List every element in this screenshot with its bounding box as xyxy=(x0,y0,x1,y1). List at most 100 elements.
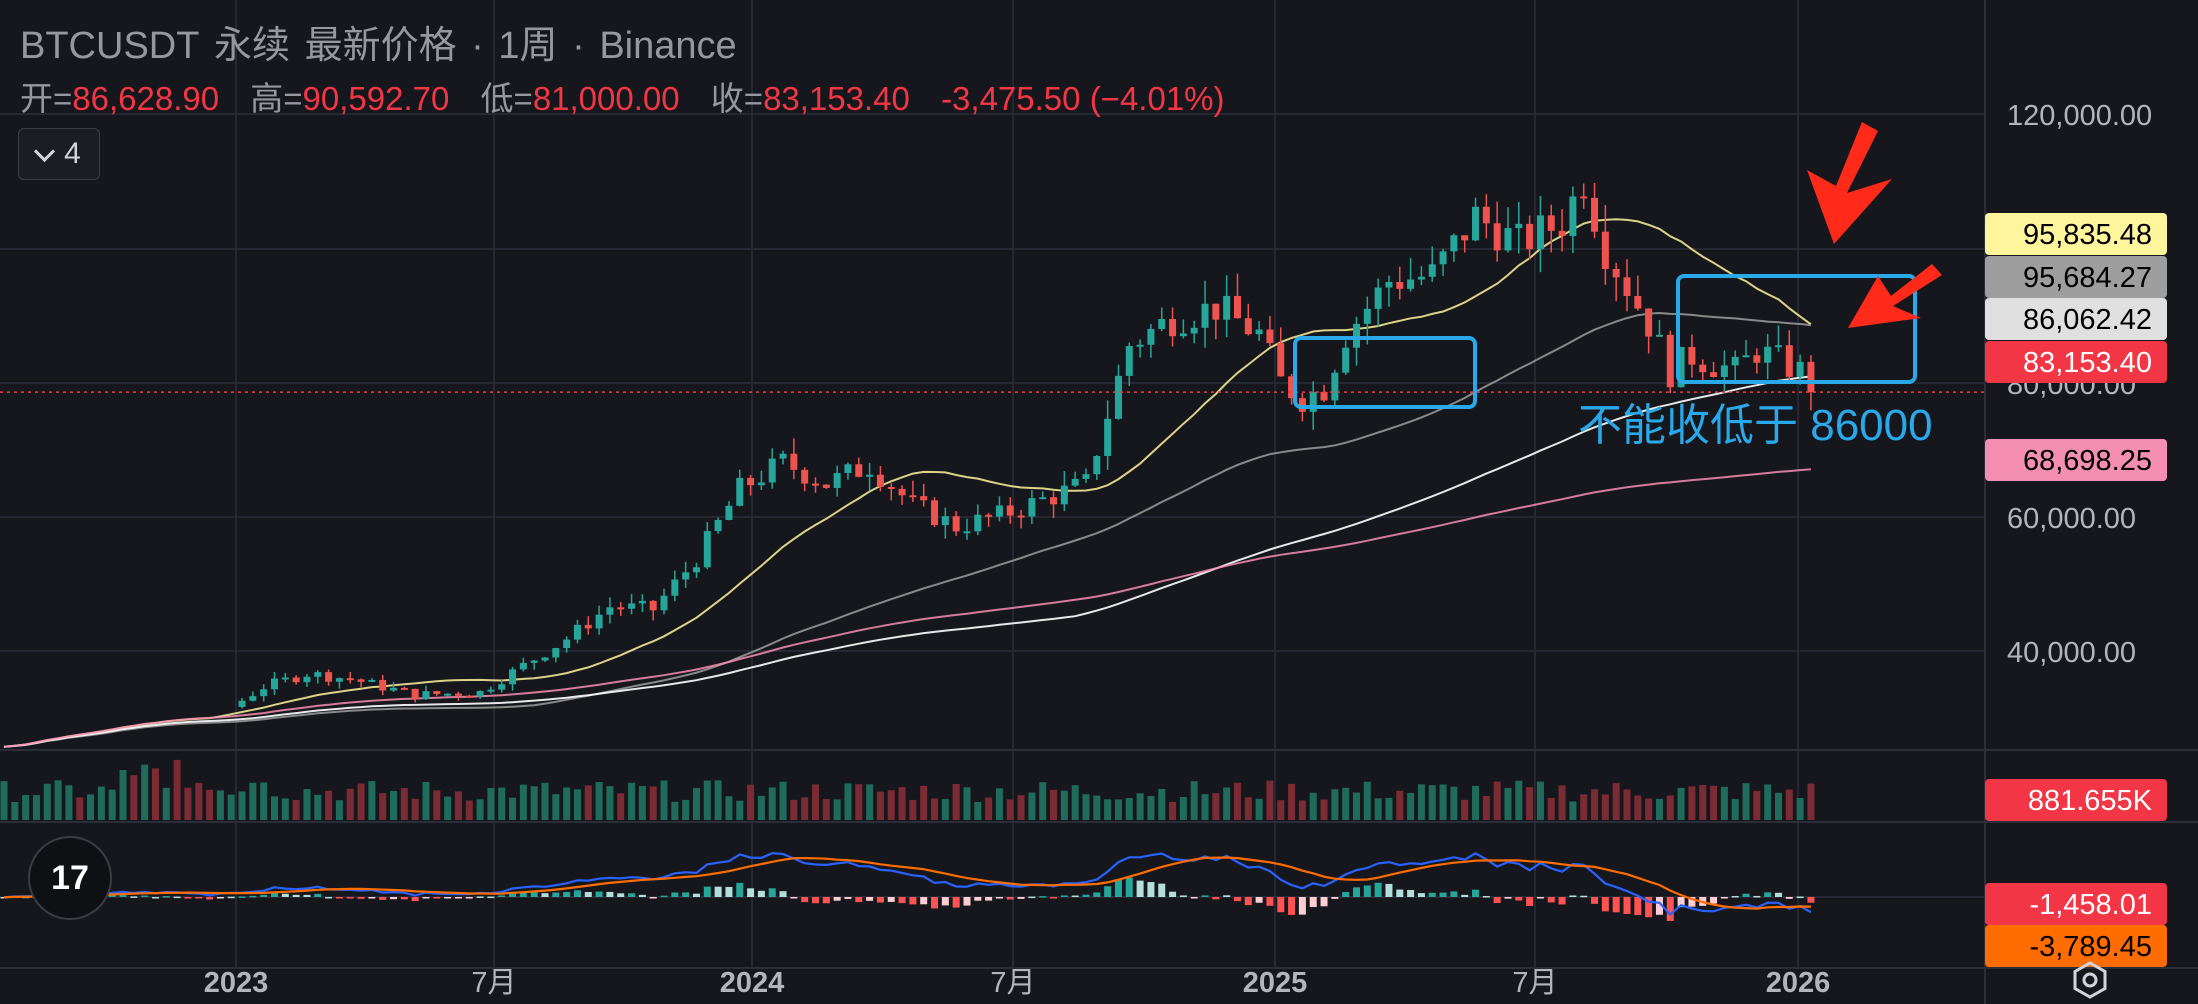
candle-body xyxy=(1298,398,1306,412)
volume-bar xyxy=(1472,785,1480,820)
macd-histogram-bar xyxy=(1493,897,1501,904)
volume-bar xyxy=(595,782,603,820)
candle-body xyxy=(325,672,333,682)
candle-body xyxy=(1114,375,1122,419)
volume-bar xyxy=(1060,790,1068,820)
candle-body xyxy=(1526,223,1534,250)
candle-body xyxy=(1710,372,1718,377)
candle-body xyxy=(617,607,625,610)
volume-bar xyxy=(1742,783,1750,820)
candle-body xyxy=(281,677,289,680)
candle-body xyxy=(1039,497,1047,500)
candle-body xyxy=(238,700,246,707)
macd-histogram-bar xyxy=(1753,895,1761,898)
macd-histogram-bar xyxy=(249,895,257,898)
macd-histogram-bar xyxy=(779,891,787,897)
macd-histogram-bar xyxy=(390,897,398,900)
tradingview-logo[interactable]: 17 xyxy=(28,836,112,920)
volume-bar xyxy=(400,788,408,820)
change-percent: (−4.01%) xyxy=(1089,80,1225,117)
volume-bar xyxy=(1363,781,1371,820)
price-tag-label: 95,684.27 xyxy=(2023,262,2152,294)
volume-bar xyxy=(260,782,268,820)
candle-body xyxy=(1645,308,1653,337)
macd-histogram-bar xyxy=(866,897,874,901)
macd-histogram-bar xyxy=(292,894,300,897)
volume-bar xyxy=(876,791,884,820)
macd-histogram-bar xyxy=(1461,894,1469,897)
volume-bar xyxy=(628,782,636,820)
volume-bar xyxy=(1277,800,1285,820)
macd-histogram-bar xyxy=(1504,897,1512,899)
volume-bar xyxy=(682,799,690,820)
candle-body xyxy=(1428,264,1436,277)
candle-body xyxy=(454,693,462,696)
macd-histogram-bar xyxy=(1731,895,1739,898)
macd-histogram-bar xyxy=(444,897,452,899)
volume-bar xyxy=(444,796,452,820)
candle-body xyxy=(1017,515,1025,518)
macd-histogram-bar xyxy=(1536,897,1544,899)
volume-bar xyxy=(941,799,949,820)
macd-histogram-bar xyxy=(692,893,700,897)
time-tick-label: 7月 xyxy=(1512,967,1557,999)
candle-body xyxy=(335,678,343,682)
macd-histogram-bar xyxy=(1688,897,1696,907)
volume-bar xyxy=(54,780,62,820)
candle-body xyxy=(1785,345,1793,377)
interval[interactable]: 1周 xyxy=(498,25,558,67)
candle-body xyxy=(963,531,971,534)
volume-bar xyxy=(195,782,203,820)
volume-bar xyxy=(1309,792,1317,820)
volume-bar xyxy=(22,795,30,820)
volume-bar xyxy=(411,798,419,820)
volume-bar xyxy=(303,789,311,820)
open-label: 开= xyxy=(20,80,73,117)
macd-histogram-bar xyxy=(195,897,203,899)
volume-bar xyxy=(119,770,127,820)
volume-bar xyxy=(1428,785,1436,820)
volume-bar xyxy=(1677,787,1685,820)
volume-bar xyxy=(1515,780,1523,820)
price-tick-label: 120,000.00 xyxy=(2007,100,2152,132)
volume-bar xyxy=(1569,801,1577,820)
settings-icon[interactable] xyxy=(2070,960,2110,1000)
open-value: 86,628.90 xyxy=(72,80,220,117)
exchange: Binance xyxy=(599,25,737,67)
macd-histogram-bar xyxy=(671,892,679,897)
macd-histogram-bar xyxy=(1093,892,1101,897)
macd-histogram-bar xyxy=(920,897,928,905)
volume-bar xyxy=(87,794,95,820)
macd-histogram-bar xyxy=(1331,897,1339,899)
candle-body xyxy=(1591,197,1599,232)
volume-bar xyxy=(1147,796,1155,820)
volume-bar xyxy=(649,786,657,820)
macd-tag-label: -1,458.01 xyxy=(2029,889,2152,921)
macd-histogram-bar xyxy=(1212,897,1220,900)
candle-body xyxy=(1472,206,1480,241)
candle-body xyxy=(1104,418,1112,456)
annotation-box xyxy=(1676,274,1917,384)
volume-bar xyxy=(995,788,1003,820)
macd-histogram-bar xyxy=(1233,897,1241,902)
symbol[interactable]: BTCUSDT xyxy=(20,25,200,67)
candle-body xyxy=(1612,268,1620,278)
candle-body xyxy=(941,516,949,526)
volume-bar xyxy=(11,801,19,820)
candle-body xyxy=(725,505,733,520)
volume-bar xyxy=(1017,795,1025,820)
macd-histogram-bar xyxy=(1114,879,1122,897)
macd-histogram-bar xyxy=(1050,897,1058,899)
macd-histogram-bar xyxy=(173,896,181,899)
candle-body xyxy=(649,600,657,611)
macd-histogram-bar xyxy=(1179,895,1187,897)
candle-body xyxy=(1774,345,1782,348)
indicator-collapse-button[interactable]: 4 xyxy=(18,128,100,180)
candle-body xyxy=(465,695,473,698)
volume-bar xyxy=(1288,783,1296,820)
time-tick-label: 2023 xyxy=(204,967,269,999)
candle-body xyxy=(1277,343,1285,377)
candle-body xyxy=(1569,196,1577,237)
volume-bar xyxy=(314,794,322,820)
